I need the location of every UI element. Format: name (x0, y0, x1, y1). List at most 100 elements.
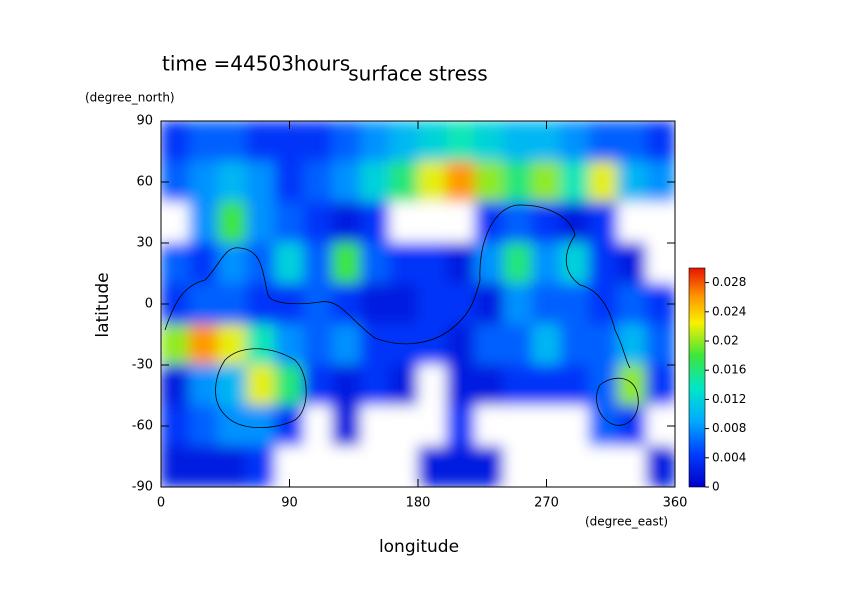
cell (274, 161, 305, 203)
x-tick-label: 180 (406, 496, 431, 511)
cell (560, 364, 590, 407)
cells (161, 121, 675, 487)
cell (617, 405, 647, 447)
cell (446, 364, 476, 407)
cell (303, 445, 333, 487)
cell (246, 364, 276, 407)
cell (388, 242, 419, 285)
cell (645, 242, 675, 285)
cell (331, 161, 362, 203)
cell (417, 201, 448, 244)
cell (474, 405, 505, 447)
cell (303, 405, 333, 447)
cell (474, 364, 505, 407)
cell (417, 445, 448, 487)
cell (189, 445, 219, 487)
cell (217, 445, 248, 487)
cell (360, 323, 390, 366)
cell (474, 323, 505, 366)
cell (560, 283, 590, 325)
cell (331, 121, 362, 163)
cell (503, 161, 533, 203)
x-tick-label: 270 (534, 496, 559, 511)
cell (331, 364, 362, 407)
cell (274, 364, 305, 407)
cell (617, 161, 647, 203)
coastlines (164, 204, 639, 429)
cell (446, 161, 476, 203)
cell (331, 201, 362, 244)
cell (531, 283, 562, 325)
cell (474, 242, 505, 285)
y-tick-label: -60 (132, 419, 153, 434)
cell (246, 405, 276, 447)
cell (446, 405, 476, 447)
cell (588, 201, 619, 244)
cell (560, 161, 590, 203)
cell (217, 161, 248, 203)
colorbar-tick-label: 0 (712, 480, 720, 494)
cell (588, 405, 619, 447)
colorbar-tick-label: 0.016 (712, 363, 746, 377)
cell (331, 283, 362, 325)
cell (360, 242, 390, 285)
cell (189, 364, 219, 407)
cell (161, 201, 191, 244)
cell (503, 242, 533, 285)
y-axis-label: latitude (93, 272, 113, 337)
cell (189, 405, 219, 447)
cell (417, 161, 448, 203)
cell (474, 121, 505, 163)
cell (161, 323, 191, 366)
cell (303, 121, 333, 163)
cell (388, 405, 419, 447)
y-tick-label: 90 (136, 114, 153, 129)
cell (388, 161, 419, 203)
y-tick-label: -90 (132, 480, 153, 495)
x-axis-label: longitude (379, 537, 459, 557)
cell (303, 242, 333, 285)
cell (560, 242, 590, 285)
cell (503, 283, 533, 325)
x-tick-label: 360 (663, 496, 688, 511)
colorbar-tick-label: 0.008 (712, 421, 746, 435)
cell (388, 364, 419, 407)
cell (617, 242, 647, 285)
cell (617, 121, 647, 163)
cell (588, 161, 619, 203)
cell (331, 242, 362, 285)
cell (645, 323, 675, 366)
cell (303, 161, 333, 203)
cell (217, 121, 248, 163)
cell (474, 161, 505, 203)
cell (617, 364, 647, 407)
chart-subtitle: time =44503hours (162, 52, 350, 76)
cell (246, 242, 276, 285)
cell (161, 445, 191, 487)
x-unit: (degree_east) (585, 515, 668, 529)
cell (217, 242, 248, 285)
cell (446, 201, 476, 244)
cell (360, 121, 390, 163)
cell (246, 283, 276, 325)
cell (560, 445, 590, 487)
cell (246, 121, 276, 163)
cell (531, 161, 562, 203)
cell (274, 242, 305, 285)
cell (417, 405, 448, 447)
coastline (164, 204, 631, 369)
cell (360, 364, 390, 407)
cell (503, 445, 533, 487)
cell (503, 323, 533, 366)
cell (417, 323, 448, 366)
cell (617, 323, 647, 366)
colorbar-tick-label: 0.004 (712, 450, 746, 464)
cell (588, 121, 619, 163)
cell (360, 405, 390, 447)
cell (446, 242, 476, 285)
cell (388, 283, 419, 325)
cell (331, 323, 362, 366)
cell (417, 283, 448, 325)
cell (446, 445, 476, 487)
